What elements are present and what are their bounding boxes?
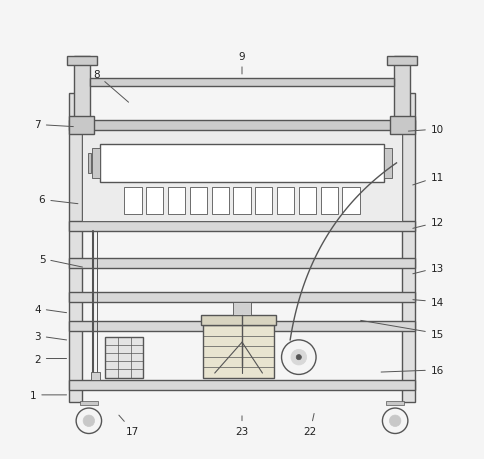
Bar [299,187,316,214]
Bar [124,187,141,214]
Text: 6: 6 [39,195,78,205]
Text: 1: 1 [30,390,66,400]
Bar [212,187,229,214]
Text: 14: 14 [413,297,444,307]
Circle shape [291,350,306,365]
Text: 8: 8 [93,70,129,103]
Bar [91,372,100,380]
Text: 12: 12 [413,218,444,229]
Bar [394,57,410,124]
Text: 11: 11 [413,173,444,185]
Bar [233,302,251,316]
Bar [69,117,94,134]
Bar [255,187,272,214]
Bar [105,337,143,378]
Bar [384,149,392,178]
Bar [320,187,338,214]
Circle shape [296,355,302,360]
Text: 5: 5 [39,254,82,268]
Bar [343,187,360,214]
Bar [100,144,384,183]
Bar [80,401,98,405]
Bar [190,187,207,214]
Bar [69,258,415,268]
Bar [69,121,415,131]
Bar [90,79,394,87]
Circle shape [83,415,94,426]
Text: 9: 9 [239,52,245,75]
Bar [89,153,91,174]
Bar [387,57,417,66]
Text: 2: 2 [34,354,66,364]
Text: 15: 15 [361,321,444,339]
Bar [390,117,415,134]
Text: 16: 16 [381,365,444,375]
Bar [74,57,90,124]
Bar [92,149,100,178]
Bar [69,322,415,331]
Bar [146,187,164,214]
Bar [69,94,82,402]
Text: 7: 7 [34,120,74,130]
Text: 13: 13 [413,263,444,274]
Bar [82,131,402,221]
Text: 23: 23 [235,416,249,436]
Bar [402,94,415,402]
Bar [233,187,251,214]
Bar [69,380,415,391]
Bar [386,401,404,405]
Bar [168,187,185,214]
Bar [69,222,415,232]
Text: 10: 10 [408,125,444,135]
Circle shape [390,415,401,426]
Text: 22: 22 [303,414,317,436]
Text: 17: 17 [119,415,139,436]
Bar [69,292,415,302]
Bar [277,187,294,214]
Bar [203,325,274,378]
Bar [201,316,276,325]
Text: 3: 3 [34,331,67,341]
Bar [67,57,97,66]
Text: 4: 4 [34,304,67,314]
